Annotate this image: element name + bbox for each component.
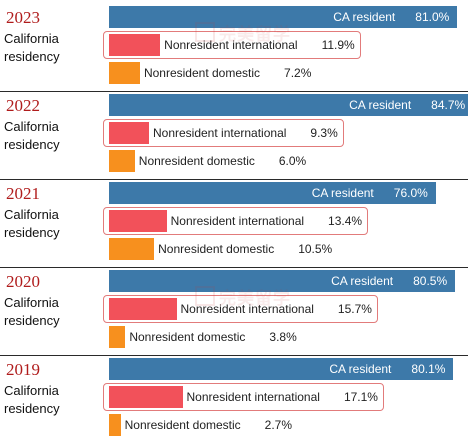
bar-ca-resident bbox=[109, 182, 436, 204]
bar-label: CA resident 76.0% bbox=[109, 186, 428, 201]
highlight-box bbox=[103, 383, 384, 411]
highlight-box bbox=[103, 207, 368, 235]
bar-label: Nonresident domestic 3.8% bbox=[129, 330, 296, 345]
bar-label: CA resident 84.7% bbox=[109, 98, 465, 113]
group-divider bbox=[0, 91, 468, 92]
value-label: 11.9% bbox=[321, 38, 355, 52]
bar-nonresident-domestic bbox=[109, 62, 140, 84]
category-label: Nonresident international bbox=[180, 302, 314, 316]
category-label: CA resident bbox=[331, 274, 394, 288]
category-label: CA resident bbox=[333, 10, 396, 24]
bar-label: Nonresident international 9.3% bbox=[153, 126, 338, 141]
value-label: 76.0% bbox=[393, 186, 428, 200]
bar-nonresident-international bbox=[109, 122, 149, 144]
bar-ca-resident bbox=[109, 94, 468, 116]
bar-ca-resident bbox=[109, 270, 456, 292]
value-label: 9.3% bbox=[310, 126, 338, 140]
year-label: 2022 bbox=[6, 96, 40, 115]
value-label: 17.1% bbox=[343, 390, 378, 404]
bar-nonresident-international bbox=[109, 386, 183, 408]
bar-nonresident-international bbox=[109, 210, 167, 232]
bar-nonresident-international bbox=[109, 298, 177, 320]
brand-logo-icon bbox=[195, 286, 215, 306]
group-label: California residency bbox=[4, 119, 60, 152]
watermark-text: 完美留学 bbox=[219, 25, 291, 44]
watermark: 完美留学 bbox=[195, 284, 291, 309]
bar-label: Nonresident international 13.4% bbox=[171, 214, 362, 229]
category-label: Nonresident international bbox=[152, 126, 287, 140]
category-label: CA resident bbox=[349, 98, 412, 112]
value-label: 3.8% bbox=[269, 330, 297, 344]
watermark: 完美留学 bbox=[195, 20, 291, 45]
group-label: California residency bbox=[4, 295, 60, 328]
brand-logo-icon bbox=[195, 22, 215, 42]
watermark-text: 完美留学 bbox=[219, 289, 291, 308]
bar-label: Nonresident domestic 2.7% bbox=[125, 418, 292, 433]
value-label: 15.7% bbox=[337, 302, 372, 316]
bar-label: Nonresident domestic 7.2% bbox=[144, 66, 311, 81]
year-label: 2020 bbox=[6, 272, 40, 291]
value-label: 80.5% bbox=[413, 274, 448, 288]
group-divider bbox=[0, 355, 468, 356]
bar-nonresident-domestic bbox=[109, 326, 126, 348]
year-label: 2021 bbox=[6, 184, 40, 203]
highlight-box bbox=[103, 119, 344, 147]
category-label: Nonresident international bbox=[164, 38, 298, 52]
value-label: 84.7% bbox=[431, 98, 466, 112]
bar-nonresident-international bbox=[109, 34, 161, 56]
year-label: 2023 bbox=[6, 8, 40, 27]
bar-label: Nonresident domestic 10.5% bbox=[158, 242, 332, 257]
category-label: Nonresident domestic bbox=[158, 242, 275, 256]
bar-label: CA resident 81.0% bbox=[109, 10, 449, 25]
bar-label: CA resident 80.1% bbox=[109, 362, 445, 377]
highlight-box bbox=[103, 295, 378, 323]
bar-label: Nonresident international 17.1% bbox=[187, 390, 378, 405]
group-label: California residency bbox=[4, 207, 60, 240]
bar-label: CA resident 80.5% bbox=[109, 274, 447, 289]
bar-ca-resident bbox=[109, 6, 458, 28]
value-label: 7.2% bbox=[284, 66, 312, 80]
value-label: 81.0% bbox=[415, 10, 450, 24]
category-label: Nonresident domestic bbox=[143, 66, 261, 80]
category-label: Nonresident domestic bbox=[129, 330, 246, 344]
value-label: 80.1% bbox=[411, 362, 446, 376]
group-divider bbox=[0, 267, 468, 268]
bar-ca-resident bbox=[109, 358, 454, 380]
bar-nonresident-domestic bbox=[109, 414, 121, 436]
category-label: Nonresident domestic bbox=[124, 418, 241, 432]
group-label: California residency bbox=[4, 383, 60, 416]
group-label: California residency bbox=[4, 31, 60, 64]
bar-label: Nonresident international 15.7% bbox=[181, 302, 372, 317]
group-divider bbox=[0, 179, 468, 180]
value-label: 6.0% bbox=[278, 154, 307, 168]
value-label: 2.7% bbox=[264, 418, 293, 432]
category-label: CA resident bbox=[329, 362, 392, 376]
category-label: CA resident bbox=[311, 186, 374, 200]
category-label: Nonresident domestic bbox=[138, 154, 255, 168]
category-label: Nonresident international bbox=[170, 214, 305, 228]
highlight-box bbox=[103, 31, 361, 59]
bar-nonresident-domestic bbox=[109, 238, 155, 260]
value-label: 13.4% bbox=[328, 214, 363, 228]
bar-label: Nonresident international 11.9% bbox=[164, 38, 355, 53]
bar-nonresident-domestic bbox=[109, 150, 135, 172]
bar-label: Nonresident domestic 6.0% bbox=[139, 154, 306, 169]
category-label: Nonresident international bbox=[186, 390, 320, 404]
value-label: 10.5% bbox=[298, 242, 333, 256]
year-label: 2019 bbox=[6, 360, 40, 379]
